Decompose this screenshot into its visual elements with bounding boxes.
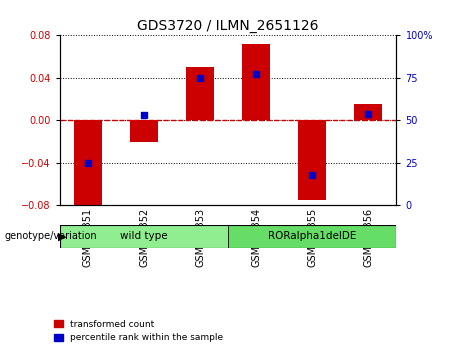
Bar	[74, 120, 102, 211]
Point	[84, 160, 92, 166]
Bar	[242, 44, 270, 120]
Point	[309, 172, 316, 178]
Point	[253, 72, 260, 77]
Text: ▶: ▶	[58, 232, 66, 241]
Point	[365, 111, 372, 116]
Bar	[228, 225, 396, 248]
Bar	[298, 120, 326, 200]
Point	[196, 75, 204, 81]
Bar	[60, 225, 228, 248]
Legend: transformed count, percentile rank within the sample: transformed count, percentile rank withi…	[51, 316, 227, 346]
Text: RORalpha1delDE: RORalpha1delDE	[268, 231, 356, 241]
Bar	[186, 67, 214, 120]
Bar	[130, 120, 158, 142]
Text: genotype/variation: genotype/variation	[5, 232, 97, 241]
Title: GDS3720 / ILMN_2651126: GDS3720 / ILMN_2651126	[137, 19, 319, 33]
Text: wild type: wild type	[120, 231, 168, 241]
Bar	[355, 104, 383, 120]
Point	[140, 113, 148, 118]
